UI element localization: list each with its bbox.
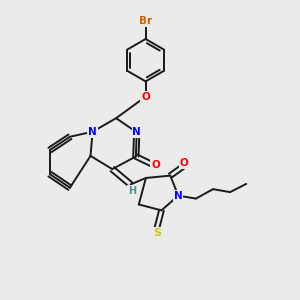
Text: S: S: [153, 228, 161, 238]
Text: O: O: [151, 160, 160, 170]
Text: N: N: [132, 127, 141, 137]
Text: Br: Br: [139, 16, 152, 26]
Text: N: N: [174, 190, 183, 201]
Text: O: O: [141, 92, 150, 102]
Text: O: O: [180, 158, 188, 168]
Text: H: H: [128, 186, 136, 196]
Text: N: N: [88, 127, 97, 137]
